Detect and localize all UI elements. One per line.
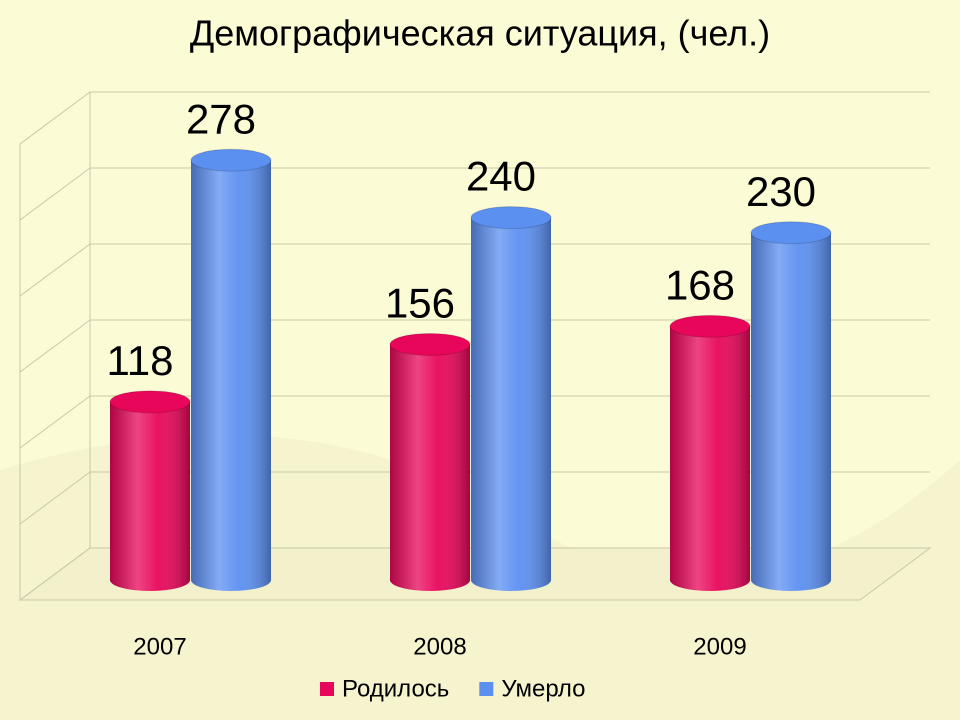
value-label: 240 <box>466 153 536 200</box>
bar-top <box>190 148 272 172</box>
legend-swatch <box>479 682 494 696</box>
bar-shading <box>670 326 750 591</box>
value-label: 156 <box>385 280 455 327</box>
bar-top <box>389 332 471 356</box>
x-tick-label: 2007 <box>133 633 186 660</box>
bar-shading <box>191 160 271 591</box>
bar-top <box>109 390 191 414</box>
value-label: 118 <box>107 337 174 384</box>
grid-line-side <box>19 547 91 601</box>
value-label: 230 <box>746 168 816 215</box>
legend-label: Родилось <box>342 675 449 702</box>
bar-top <box>470 206 552 230</box>
grid-line-side <box>19 167 91 221</box>
x-tick-label: 2008 <box>413 633 466 660</box>
legend-swatch <box>320 682 334 696</box>
value-label: 168 <box>665 261 735 308</box>
grid-line-side <box>19 91 91 145</box>
x-tick-label: 2009 <box>693 633 746 660</box>
legend-label: Умерло <box>501 675 585 702</box>
bar-shading <box>471 217 551 591</box>
grid-line-side <box>19 395 91 449</box>
value-label: 278 <box>186 95 256 142</box>
bar-shading <box>390 344 470 591</box>
bar-shading <box>751 232 831 591</box>
grid-line-side <box>19 471 91 525</box>
bar-top <box>750 221 832 245</box>
grid-line-side <box>19 243 91 297</box>
chart-title: Демографическая ситуация, (чел.) <box>190 13 770 54</box>
grid-line-side <box>19 319 91 373</box>
bar-shading <box>110 401 190 591</box>
bar-top <box>669 314 751 338</box>
